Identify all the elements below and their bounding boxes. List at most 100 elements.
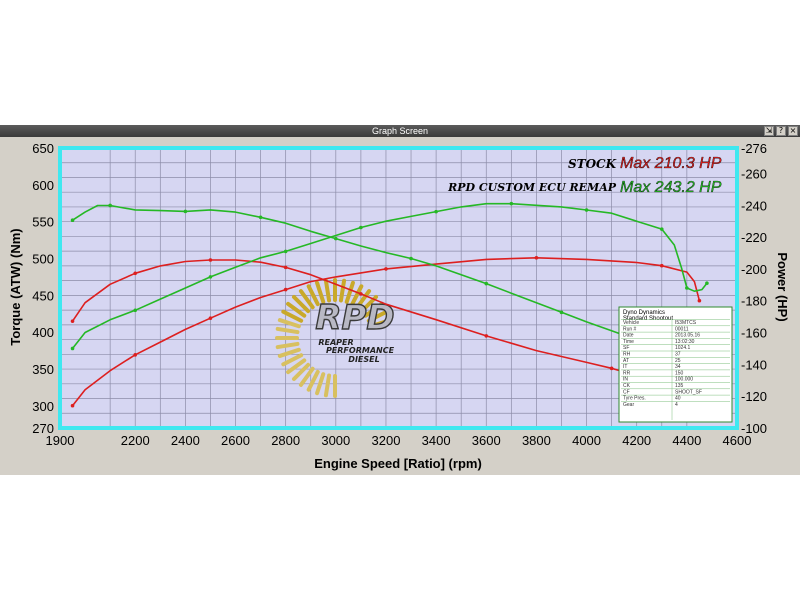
right-axis-ticks: -100 -120 -140 -160 -180 -200 -220 -240 -260 -276	[741, 141, 767, 436]
info-row-key: Date	[623, 333, 634, 339]
info-row-value: 34	[675, 364, 681, 370]
data-point	[283, 265, 288, 270]
x-tick-label: 4600	[723, 433, 752, 448]
x-tick-label: 3600	[472, 433, 501, 448]
y-right-tick-label: -276	[741, 141, 767, 156]
logo-ray	[315, 280, 326, 304]
info-row-key: CK	[623, 383, 631, 389]
data-point	[384, 267, 388, 271]
data-point	[609, 366, 614, 371]
stock-label: STOCK	[568, 157, 617, 171]
info-row-value: 135	[675, 383, 684, 389]
data-point	[283, 287, 288, 292]
window-titlebar[interactable]: Graph Screen ⇲ ? ×	[0, 125, 800, 137]
data-point	[208, 258, 213, 262]
data-point	[409, 256, 413, 261]
y-left-tick-label: 600	[32, 178, 54, 193]
y-axis-left-label: Torque (ATW) (Nm)	[8, 228, 23, 345]
data-point	[70, 403, 75, 408]
y-right-tick-label: -100	[741, 421, 767, 436]
info-row-value: 13:02:30	[675, 339, 695, 345]
data-point	[534, 255, 539, 260]
info-row-key: RR	[623, 370, 631, 376]
data-point	[133, 308, 138, 313]
data-point	[685, 286, 689, 290]
y-right-tick-label: -180	[741, 294, 767, 309]
logo-ray	[281, 309, 304, 323]
y-right-tick-label: -200	[741, 262, 767, 277]
y-right-tick-label: -260	[741, 166, 767, 181]
x-tick-label: 3800	[522, 433, 551, 448]
info-row-key: AT	[623, 358, 629, 364]
x-tick-label: 4000	[572, 433, 601, 448]
data-point	[208, 275, 213, 279]
info-row-key: IN	[623, 377, 628, 383]
data-point	[509, 201, 514, 206]
rpd-logo: RPD REAPER PERFORMANCE DIESEL	[275, 278, 395, 398]
info-table-title1: Dyno Dynamics	[623, 310, 665, 316]
info-table-rows: Vehicle I53MTCS Run # 00011 Date 2013.05.16 Ti…	[621, 319, 730, 420]
logo-ray	[277, 347, 301, 358]
data-point	[258, 215, 263, 220]
data-point	[434, 209, 438, 214]
remap-label: RPD CUSTOM ECU REMAP	[447, 181, 617, 194]
logo-ray	[275, 341, 300, 350]
info-row-value: 37	[675, 352, 681, 358]
x-tick-label: 3200	[372, 433, 401, 448]
left-axis-ticks: 270 300 350 400 450 500 550 600 650	[32, 141, 54, 436]
info-row-value: 4	[675, 402, 678, 408]
x-axis-ticks: 1900 2200 2400 2600 2800 3000 3200 3400 3600 3800…	[46, 433, 752, 448]
dyno-info-table: Dyno Dynamics Standard Shootout Vehicle I…	[618, 306, 733, 423]
info-row-value: 100.000	[675, 377, 693, 383]
logo-ray	[350, 284, 364, 307]
remap-max: Max 243.2 HP	[620, 179, 722, 196]
info-row-key: Run #	[623, 326, 637, 332]
data-point	[359, 225, 363, 230]
info-row-value: I53MTCS	[675, 320, 697, 326]
y-left-tick-label: 500	[32, 252, 54, 267]
dock-button[interactable]: ⇲	[764, 126, 774, 136]
logo-sunburst	[275, 278, 393, 398]
x-tick-label: 2800	[271, 433, 300, 448]
info-row-value: 40	[675, 396, 681, 402]
logo-ray	[369, 318, 393, 329]
series-layer	[70, 201, 709, 408]
x-tick-label: 2600	[221, 433, 250, 448]
info-row-value: SHOOT_SF	[675, 389, 702, 395]
x-tick-label: 2200	[121, 433, 150, 448]
y-right-tick-label: -140	[741, 357, 767, 372]
logo-line2: PERFORMANCE	[326, 346, 395, 355]
logo-letters: RPD	[315, 298, 394, 338]
data-point	[334, 236, 338, 241]
data-point	[133, 271, 138, 276]
stock-max: Max 210.3 HP	[620, 155, 722, 172]
data-point	[208, 316, 213, 321]
y-left-tick-label: 450	[32, 288, 54, 303]
data-point	[559, 310, 564, 315]
data-point	[697, 298, 702, 303]
logo-ray	[338, 278, 347, 303]
logo-ray	[298, 366, 315, 387]
close-button[interactable]: ×	[788, 126, 798, 136]
data-point	[283, 249, 288, 254]
logo-ray	[323, 373, 332, 398]
data-point	[705, 281, 709, 286]
y-left-tick-label: 270	[32, 421, 54, 436]
logo-ray	[281, 353, 304, 367]
help-button[interactable]: ?	[776, 126, 786, 136]
data-point	[70, 218, 75, 223]
logo-ray	[355, 289, 372, 310]
logo-ray	[306, 369, 320, 392]
y-left-tick-label: 300	[32, 399, 54, 414]
y-axis-right-label: Power (HP)	[775, 252, 790, 321]
data-point	[584, 208, 589, 212]
plot-border	[58, 146, 739, 430]
data-point	[108, 203, 112, 208]
x-axis-label: Engine Speed [Ratio] (rpm)	[314, 456, 482, 471]
y-right-tick-label: -120	[741, 389, 767, 404]
logo-ray	[323, 278, 332, 303]
logo-ray	[363, 301, 384, 318]
logo-ray	[306, 284, 320, 307]
info-row-key: Vehicle	[623, 320, 639, 326]
